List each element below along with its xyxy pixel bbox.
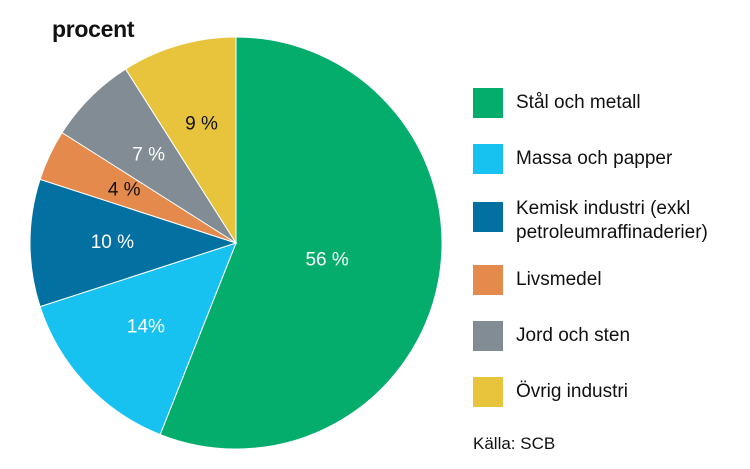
legend-item-massa-och-papper: Massa och papper bbox=[473, 144, 743, 174]
pie-slice bbox=[29, 178, 238, 308]
pie-slice bbox=[124, 36, 237, 245]
pie-value-label: 4 % bbox=[108, 179, 141, 200]
legend-swatch bbox=[473, 88, 503, 118]
unit-label: procent bbox=[52, 16, 135, 42]
legend-item-livsmedel: Livsmedel bbox=[473, 265, 743, 295]
legend-item-stal-och-metall: Stål och metall bbox=[473, 88, 743, 118]
legend-label: Kemisk industri (exkl petroleumraffinade… bbox=[516, 198, 708, 243]
legend-swatch bbox=[473, 265, 503, 295]
legend-label: Stål och metall bbox=[516, 92, 641, 113]
legend-label: Jord och sten bbox=[516, 325, 631, 346]
pie-value-label: 10 % bbox=[91, 232, 134, 253]
pie-slices bbox=[29, 36, 443, 450]
legend: Stål och metall Massa och papper Kemisk … bbox=[473, 88, 743, 433]
legend-swatch bbox=[473, 202, 503, 232]
pie-value-labels: 56 % 14% 10 % 4 % 7 % 9 % bbox=[91, 113, 349, 337]
legend-swatch bbox=[473, 377, 503, 407]
pie-value-label: 14% bbox=[127, 317, 165, 338]
source-note: Källa: SCB bbox=[473, 434, 556, 453]
legend-label: Livsmedel bbox=[516, 269, 602, 290]
legend-label: Övrig industri bbox=[516, 381, 628, 402]
pie-svg: 56 % 14% 10 % 4 % 7 % 9 % bbox=[29, 36, 443, 450]
legend-label: Massa och papper bbox=[516, 148, 673, 169]
legend-item-kemisk-industri: Kemisk industri (exkl petroleumraffinade… bbox=[473, 198, 743, 248]
pie-value-label: 9 % bbox=[185, 113, 218, 134]
pie-value-label: 7 % bbox=[132, 145, 165, 166]
legend-item-jord-och-sten: Jord och sten bbox=[473, 321, 743, 351]
legend-item-ovrig-industri: Övrig industri bbox=[473, 377, 743, 407]
pie-value-label: 56 % bbox=[305, 249, 348, 270]
pie-slice bbox=[159, 36, 443, 450]
legend-swatch bbox=[473, 321, 503, 351]
legend-swatch bbox=[473, 144, 503, 174]
